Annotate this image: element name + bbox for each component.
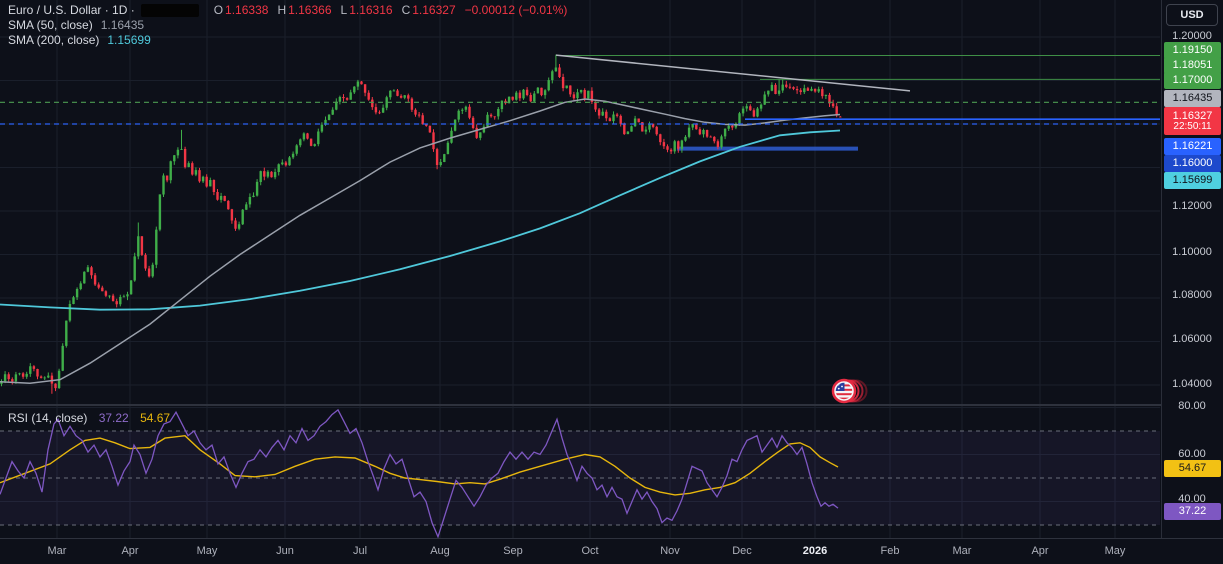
sma50-legend-row[interactable]: SMA (50, close) 1.16435 <box>8 18 567 33</box>
time-axis-label: Apr <box>121 545 139 557</box>
price-axis-label: 1.04000 <box>1172 378 1212 390</box>
price-axis-label: 1.08000 <box>1172 289 1212 301</box>
price-badge-value: 1.16000 <box>1172 156 1213 169</box>
close-value: 1.16327 <box>412 3 456 17</box>
time-axis-label: Mar <box>952 545 972 557</box>
time-axis-label: Feb <box>880 545 900 557</box>
price-badge-value: 1.17000 <box>1172 73 1213 86</box>
price-axis-label: 1.06000 <box>1172 333 1212 345</box>
rsi-ma-line <box>0 434 839 496</box>
price-axis[interactable]: USD 1.20000 1.12000 1.10000 1.08000 1.06000 1… <box>1161 0 1223 538</box>
rsi-value: 37.22 <box>98 411 129 425</box>
close-label: C <box>401 3 411 17</box>
price-badge-value: 1.18051 <box>1172 58 1213 71</box>
time-axis-label: Aug <box>430 545 450 557</box>
symbol-legend-row[interactable]: Euro / U.S. Dollar · 1D · O 1.16338 H 1.16… <box>8 3 567 18</box>
flag-logo-icon <box>831 378 868 404</box>
low-value: 1.16316 <box>349 3 393 17</box>
symbol-title: Euro / U.S. Dollar · 1D · <box>8 3 135 17</box>
high-value: 1.16366 <box>288 3 332 17</box>
rsi-axis-label: 80.00 <box>1178 400 1206 412</box>
price-badge-value: 1.16327 <box>1172 110 1213 122</box>
time-axis[interactable]: Mar Apr May Jun Jul Aug Sep Oct Nov Dec 2026 Feb Mar… <box>0 539 1161 564</box>
time-axis-label: May <box>196 545 218 557</box>
price-badge: 1.16435 <box>1164 89 1221 107</box>
rsi-band <box>0 430 1160 526</box>
chart-legend: Euro / U.S. Dollar · 1D · O 1.16338 H 1.16… <box>8 3 567 48</box>
time-axis-label: Nov <box>660 545 680 557</box>
rsi-badge: 54.67 <box>1164 459 1221 477</box>
price-badge-value: 1.16435 <box>1172 91 1213 104</box>
price-badge: 1.16221 <box>1164 137 1221 155</box>
open-label: O <box>213 3 224 17</box>
open-value: 1.16338 <box>225 3 269 17</box>
time-axis-label: Jun <box>276 545 294 557</box>
rsi-label: RSI (14, close) <box>8 411 88 425</box>
price-badge: 1.16327 22:50:11 <box>1164 107 1221 135</box>
time-axis-label: Sep <box>503 545 523 557</box>
sma50-label: SMA (50, close) <box>8 18 93 32</box>
rsi-badge-value: 37.22 <box>1178 504 1207 517</box>
time-axis-divider <box>0 538 1223 539</box>
low-label: L <box>340 3 348 17</box>
time-axis-label: Mar <box>47 545 67 557</box>
sma200-line <box>0 129 841 311</box>
price-axis-label: 1.20000 <box>1172 30 1212 42</box>
sma200-value: 1.15699 <box>107 33 151 47</box>
price-badge: 1.17000 <box>1164 71 1221 89</box>
sma50-line <box>0 98 841 385</box>
high-label: H <box>277 3 287 17</box>
sma200-label: SMA (200, close) <box>8 33 100 47</box>
rsi-badge: 37.22 <box>1164 502 1221 520</box>
price-badge: 1.16000 <box>1164 154 1221 172</box>
descending-trendline[interactable] <box>555 54 911 92</box>
time-axis-label: Oct <box>581 545 599 557</box>
rsi-line <box>0 408 839 539</box>
price-badge: 1.18051 <box>1164 56 1221 74</box>
sma200-legend-row[interactable]: SMA (200, close) 1.15699 <box>8 33 567 48</box>
price-badge-value: 1.15699 <box>1172 173 1213 186</box>
price-badge-value: 1.16221 <box>1172 139 1213 152</box>
candles-layer <box>0 54 842 394</box>
time-axis-label: Dec <box>732 545 752 557</box>
price-axis-label: 1.10000 <box>1172 246 1212 258</box>
price-axis-label: 1.12000 <box>1172 200 1212 212</box>
rsi-axis-label: 40.00 <box>1178 493 1206 505</box>
currency-toggle-button[interactable]: USD <box>1166 4 1218 26</box>
time-axis-label: Apr <box>1031 545 1049 557</box>
price-badge-value: 1.19150 <box>1172 43 1213 56</box>
rsi-ma-value: 54.67 <box>140 411 171 425</box>
rsi-legend-row[interactable]: RSI (14, close) 37.22 54.67 <box>8 411 170 425</box>
sma50-value: 1.16435 <box>100 18 145 32</box>
price-badge: 1.15699 <box>1164 171 1221 189</box>
time-axis-label: 2026 <box>802 545 828 557</box>
rsi-badge-value: 54.67 <box>1178 461 1207 474</box>
price-badge: 1.19150 <box>1164 41 1221 59</box>
rsi-axis-label: 60.00 <box>1178 448 1206 460</box>
redacted-exchange-label <box>140 4 199 17</box>
pane-divider[interactable] <box>0 404 1223 406</box>
time-axis-label: Jul <box>352 545 368 557</box>
countdown-timer: 22:50:11 <box>1173 121 1212 132</box>
time-axis-label: May <box>1104 545 1126 557</box>
change-value: −0.00012 (−0.01%) <box>464 3 568 17</box>
